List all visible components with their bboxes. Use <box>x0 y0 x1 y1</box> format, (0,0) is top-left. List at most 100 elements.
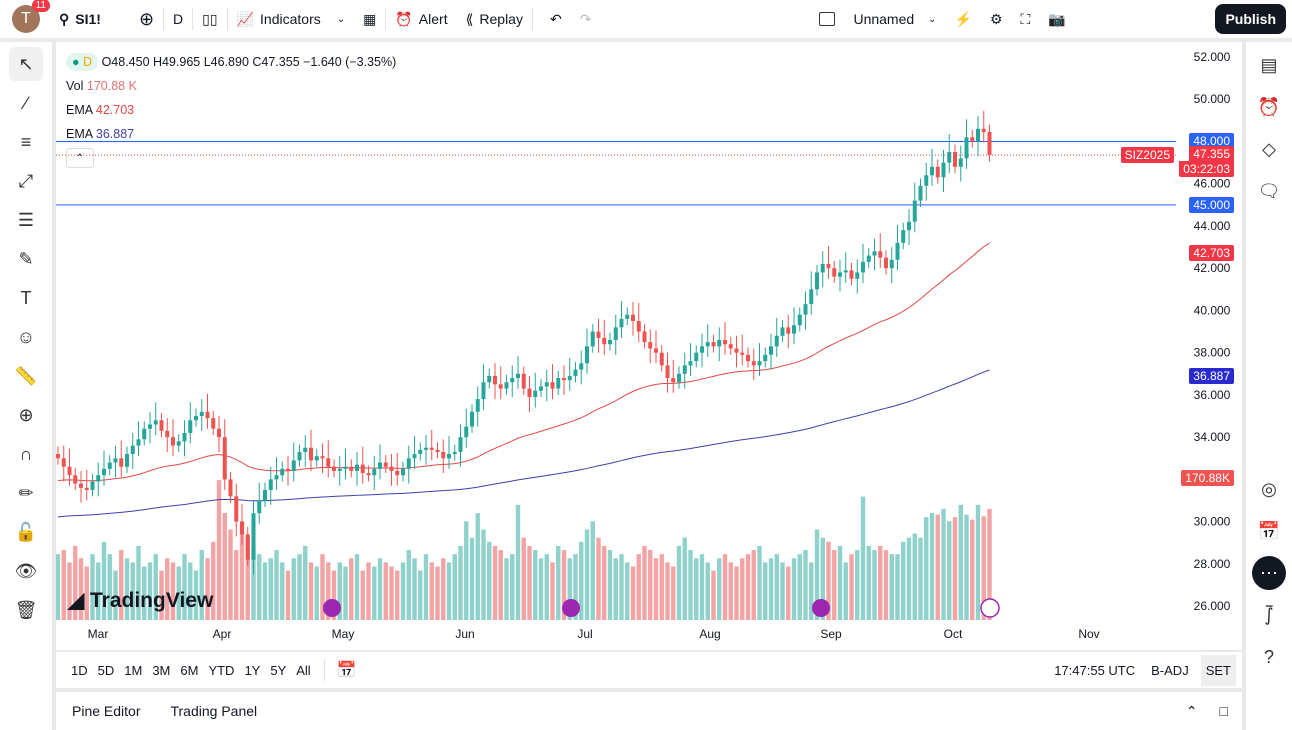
candle-body <box>947 152 952 163</box>
clock[interactable]: 17:47:55 UTC <box>1054 662 1136 678</box>
session-toggle[interactable]: SET <box>1200 654 1236 686</box>
redo-button[interactable]: ↷ <box>571 0 601 38</box>
cursor-icon[interactable]: ↖ <box>9 47 43 81</box>
chart-type-button[interactable]: ▯▯ <box>193 0 226 38</box>
candle-body <box>769 346 773 355</box>
volume-bar <box>556 545 561 620</box>
candle-body <box>838 272 842 277</box>
timeframe-5y[interactable]: 5Y <box>270 662 287 678</box>
watchlist-icon[interactable]: ▤ <box>1260 54 1278 75</box>
text-icon[interactable]: T <box>20 287 32 308</box>
replay-button[interactable]: ⟪ Replay <box>465 10 523 28</box>
emoji-icon[interactable]: ☺ <box>16 326 36 347</box>
layers-icon[interactable]: ◇ <box>1262 138 1276 159</box>
candle-body <box>970 137 975 142</box>
candle-body <box>263 489 267 501</box>
trash-icon[interactable]: 🗑 <box>14 599 38 620</box>
lock-icon[interactable]: 🔓 <box>14 521 38 542</box>
templates-button[interactable]: ▦ <box>354 0 385 38</box>
quick-search-button[interactable]: ⚡ <box>946 0 981 38</box>
volume-bar <box>262 562 268 620</box>
apps-icon[interactable]: ⋯ <box>1252 556 1286 590</box>
drawing-toolbar: ↖ ∕ ≡ ⤢ ☰ ✎ T ☺ 📏 ⊕ ∩ ✏ 🔓 👁 🗑 <box>0 42 52 730</box>
candle-body <box>878 251 883 258</box>
ruler-icon[interactable]: 📏 <box>14 365 38 386</box>
magnet-icon[interactable]: ∩ <box>19 443 33 464</box>
chart-area[interactable]: 52.000 50.000 46.000 44.000 42.000 40.000 38.0… <box>55 42 1242 650</box>
publish-button[interactable]: Publish <box>1215 4 1286 34</box>
indicators-button[interactable]: 📈 Indicators ⌄ <box>236 10 346 28</box>
fullscreen-icon: ⛶ <box>1020 10 1031 27</box>
timeframe-ytd[interactable]: YTD <box>208 662 235 678</box>
interval-button[interactable]: D <box>173 11 184 27</box>
alarm-clock-icon[interactable]: ⏰ <box>1257 96 1281 117</box>
collapse-legend-button[interactable]: ⌃ <box>66 148 94 168</box>
candle-body <box>378 462 382 469</box>
settings-button[interactable]: ⚙ <box>981 0 1012 38</box>
target-icon[interactable]: ◎ <box>1261 478 1277 499</box>
maximize-icon[interactable]: □ <box>1219 703 1228 719</box>
lock-drawing-icon[interactable]: ✏ <box>18 482 34 503</box>
pattern-icon[interactable]: ⤢ <box>18 170 34 191</box>
timeframe-1d[interactable]: 1D <box>71 662 88 678</box>
volume-bar <box>147 562 153 620</box>
trend-line-icon[interactable]: ∕ <box>24 92 28 113</box>
undo-button[interactable]: ↶ <box>541 0 571 38</box>
zoom-in-icon[interactable]: ⊕ <box>18 404 34 425</box>
timeframe-5d[interactable]: 5D <box>97 662 115 678</box>
candle-body <box>826 263 831 269</box>
volume-bar <box>924 517 929 620</box>
candle-body <box>832 268 837 277</box>
volume-bar <box>274 550 279 620</box>
trading-panel-tab[interactable]: Trading Panel <box>170 703 258 719</box>
timeframe-3m[interactable]: 3M <box>152 662 171 678</box>
candle-body <box>516 373 520 379</box>
candle-body <box>487 375 492 383</box>
price-chart[interactable]: 52.000 50.000 46.000 44.000 42.000 40.000 38.0… <box>55 42 1242 650</box>
candle-body <box>79 483 83 488</box>
candle-body <box>763 354 768 362</box>
volume-bar <box>745 554 751 620</box>
top-toolbar: T 11 ⚲ SI1! ⊕ D ▯▯ 📈 Indicators ⌄ ▦ ⏰ Alert ⟪… <box>0 0 1292 38</box>
date-range-icon[interactable]: 📅 <box>336 662 357 679</box>
candle-body <box>188 420 193 433</box>
chat-icon[interactable]: 🗨 <box>1257 180 1281 201</box>
volume-bar <box>837 545 843 620</box>
candle-body <box>119 458 124 467</box>
timeframe-1y[interactable]: 1Y <box>244 662 261 678</box>
candle-body <box>464 426 469 438</box>
volume-bar <box>239 521 245 620</box>
layout-button[interactable]: Unnamed ⌄ <box>810 0 945 38</box>
timeframe-6m[interactable]: 6M <box>180 662 199 678</box>
candle-body <box>286 468 290 471</box>
lightning-event-icon <box>980 598 1000 618</box>
calendar-icon[interactable]: 📅 <box>1257 520 1281 541</box>
avatar[interactable]: T 11 <box>12 0 50 33</box>
timeframe-all[interactable]: All <box>296 662 311 678</box>
candle-body <box>222 437 227 480</box>
adjustment-toggle[interactable]: B-ADJ <box>1151 662 1189 678</box>
fullscreen-button[interactable]: ⛶ <box>1012 0 1040 38</box>
symbol-search[interactable]: ⚲ SI1! <box>59 10 101 28</box>
volume-bar <box>73 545 78 620</box>
candle-body <box>343 466 348 469</box>
snapshot-button[interactable]: 📷 <box>1039 0 1074 38</box>
fib-icon[interactable]: ☰ <box>17 209 35 230</box>
volume-bar <box>377 558 383 620</box>
volume-bar <box>124 558 130 620</box>
broadcast-icon[interactable]: ⨛ <box>1264 604 1274 625</box>
alert-button[interactable]: ⏰ Alert <box>395 10 448 28</box>
candle-body <box>332 466 336 471</box>
timeframe-1m[interactable]: 1M <box>124 662 143 678</box>
compare-button[interactable]: ⊕ <box>130 0 163 38</box>
help-icon[interactable]: ? <box>1263 646 1274 667</box>
price-tick: 50.000 <box>1194 92 1231 106</box>
horizontal-lines-icon[interactable]: ≡ <box>20 131 32 152</box>
candle-body <box>153 420 158 425</box>
eye-icon[interactable]: 👁 <box>14 560 38 581</box>
pine-editor-tab[interactable]: Pine Editor <box>72 703 141 719</box>
bottom-panel: Pine Editor Trading Panel ⌃ □ <box>56 692 1242 730</box>
brush-icon[interactable]: ✎ <box>18 248 34 269</box>
chevron-up-icon[interactable]: ⌃ <box>1185 702 1198 719</box>
volume-bar <box>395 570 400 620</box>
